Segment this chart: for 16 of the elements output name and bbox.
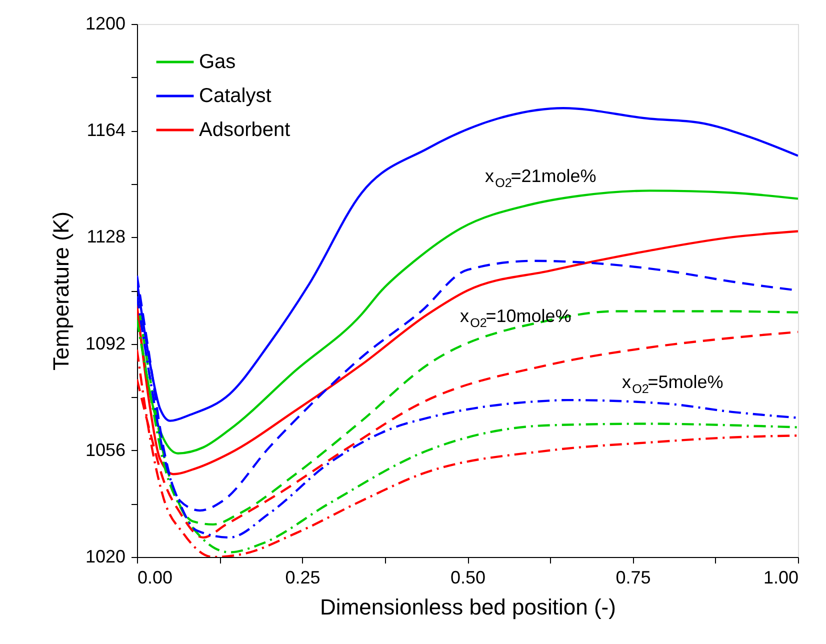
y-tick-label: 1164 [86, 120, 126, 140]
y-axis-title: Temperature (K) [48, 212, 74, 370]
x-tick-label: 0.00 [138, 568, 173, 588]
y-tick-label: 1092 [85, 333, 126, 354]
y-tick-label: 1020 [85, 546, 126, 566]
legend-label: Adsorbent [199, 119, 291, 141]
y-tick-label: 1200 [85, 14, 126, 34]
y-tick-label: 1128 [86, 226, 126, 247]
x-tick-label: 0.75 [616, 568, 651, 588]
y-tick-label: 1056 [85, 440, 126, 460]
x-tick-label: 1.00 [763, 568, 798, 588]
x-axis-title: Dimensionless bed position (-) [320, 594, 616, 620]
legend-label: Gas [199, 51, 236, 73]
x-tick-label: 0.50 [450, 568, 486, 588]
x-tick-label: 0.25 [285, 568, 320, 588]
legend-label: Catalyst [199, 85, 272, 107]
